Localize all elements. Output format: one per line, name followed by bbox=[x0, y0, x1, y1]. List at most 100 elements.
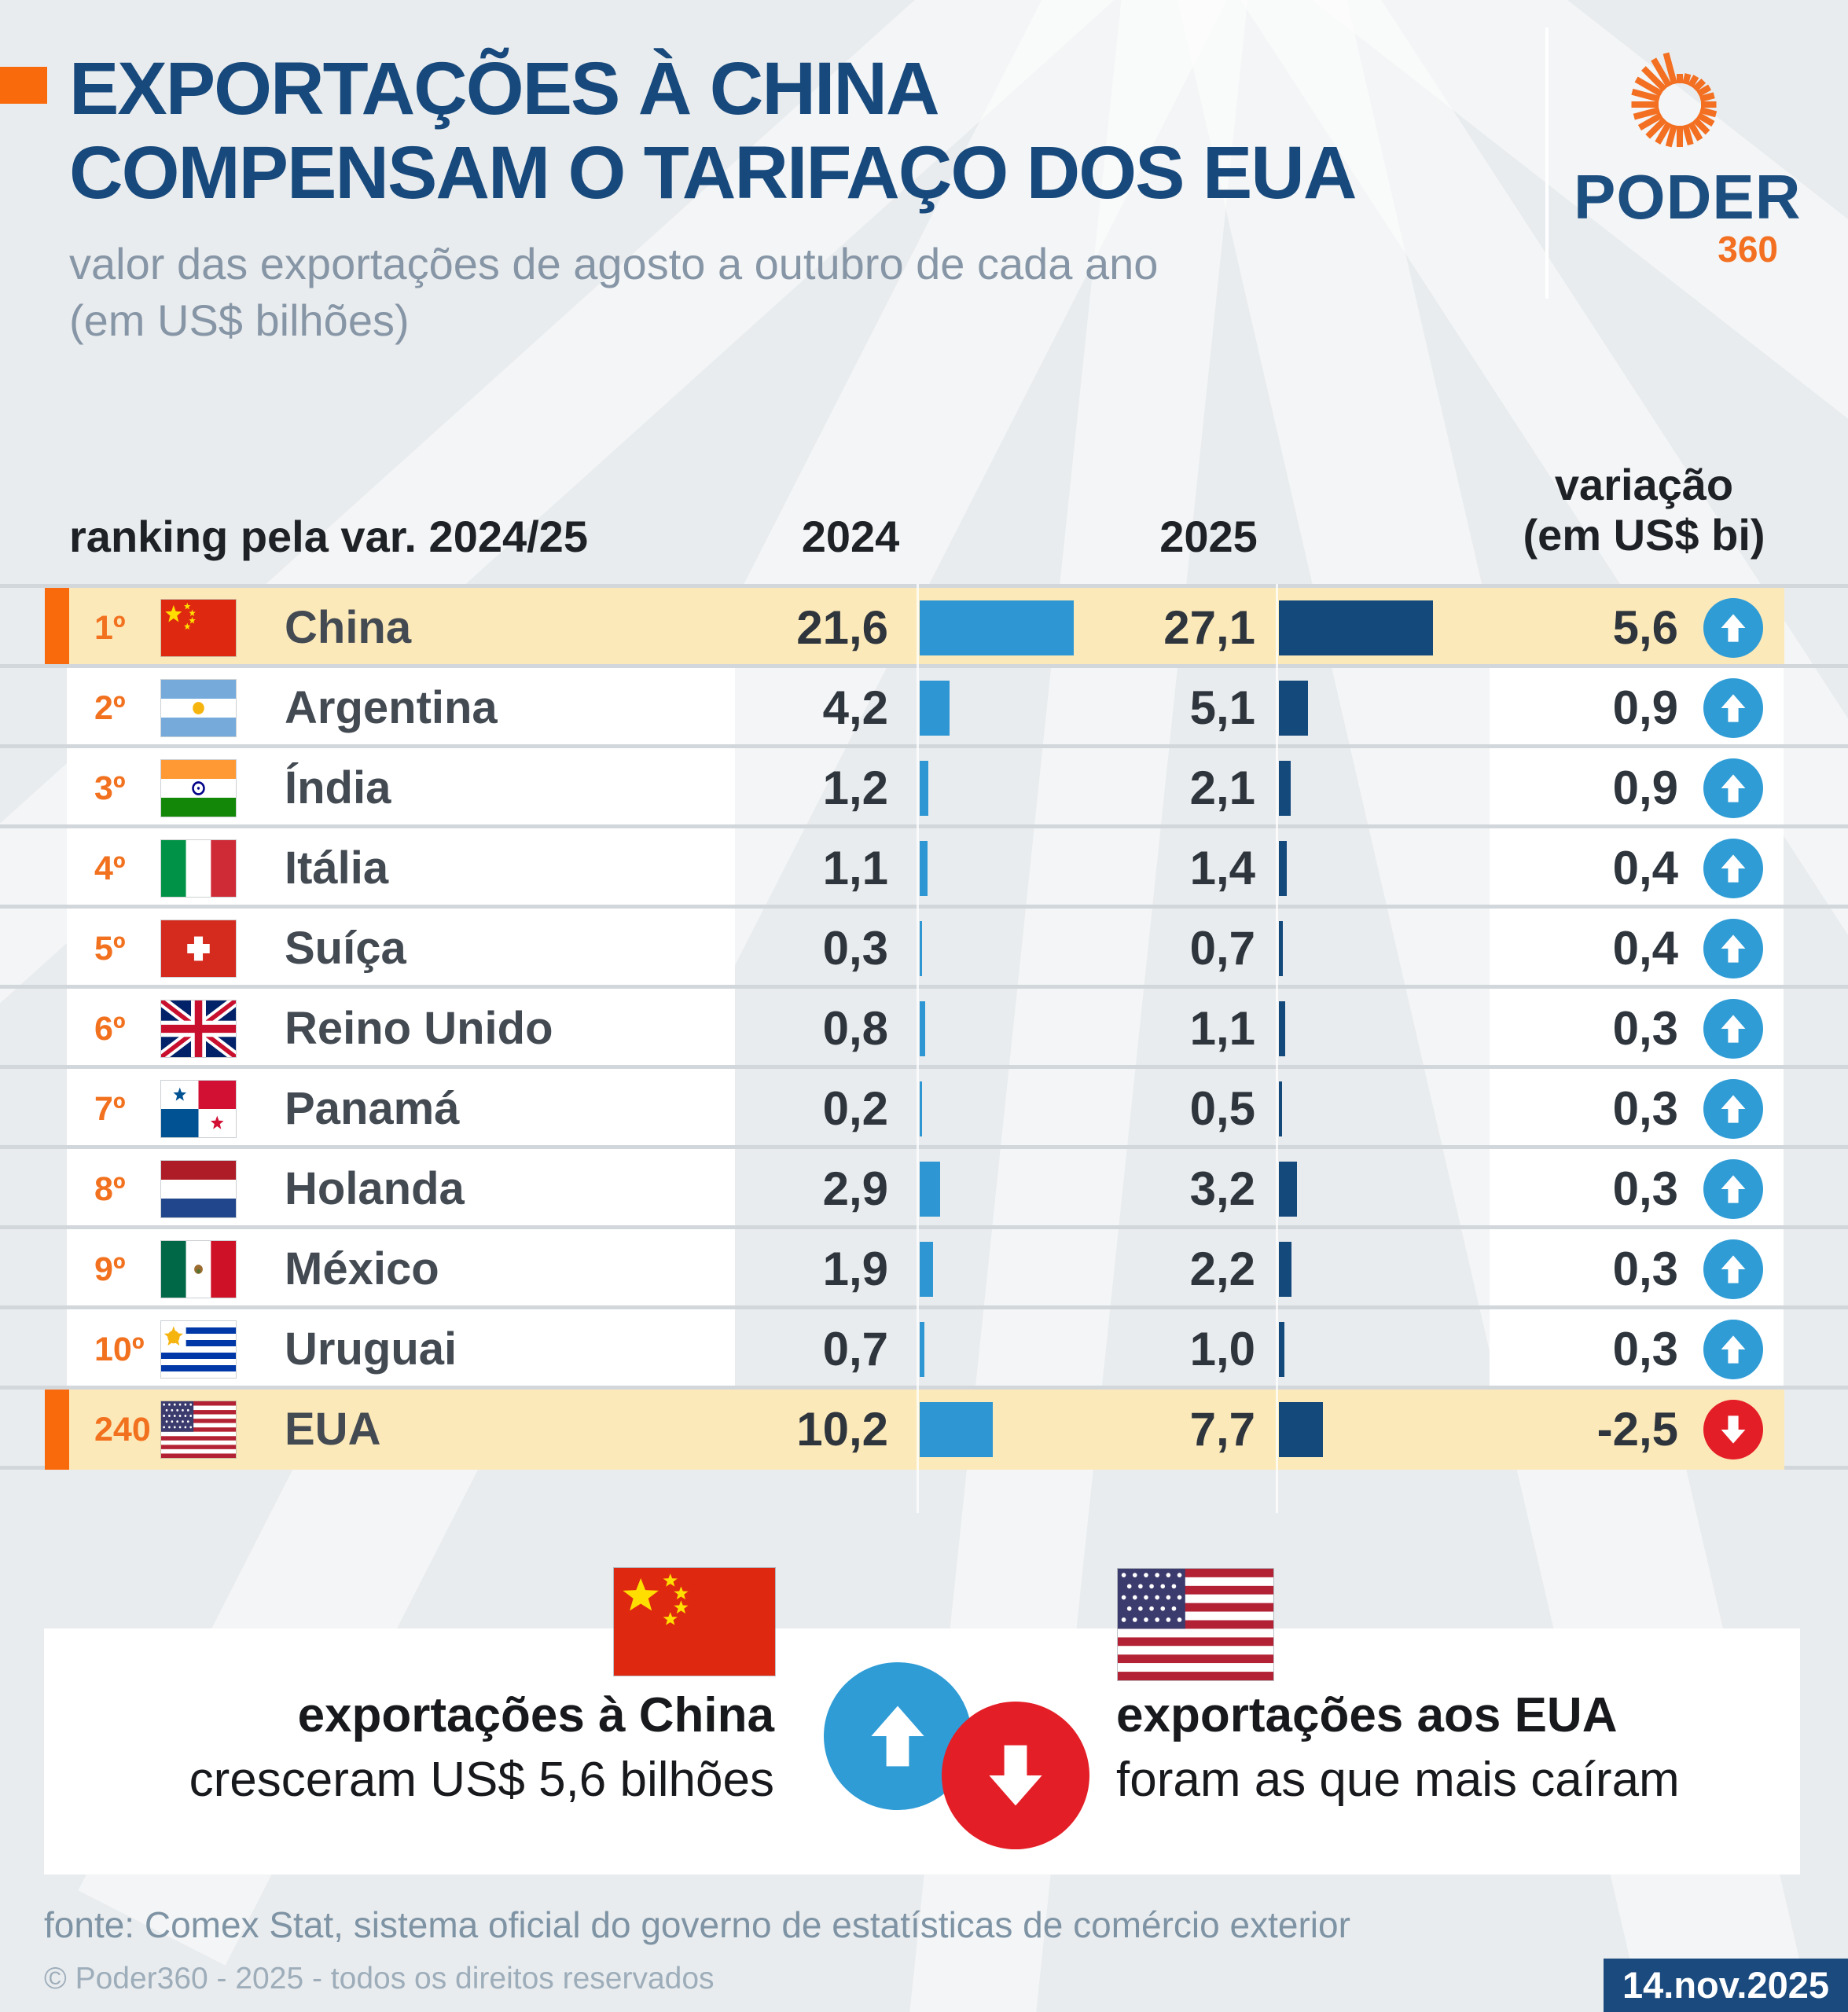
row-country: Suíça bbox=[285, 923, 406, 974]
legend-right-line1: exportações aos EUA bbox=[1116, 1688, 1618, 1742]
row-country: China bbox=[285, 602, 412, 653]
row-rank: 10º bbox=[94, 1331, 145, 1368]
row-value-2025: 3,2 bbox=[1189, 1162, 1255, 1215]
flag-argentina-icon bbox=[160, 679, 237, 737]
column-header-ranking: ranking pela var. 2024/25 bbox=[69, 512, 588, 561]
row-rank: 6º bbox=[94, 1010, 126, 1048]
row-variation-arrow-icon bbox=[1703, 1159, 1763, 1219]
column-header-2024: 2024 bbox=[801, 512, 900, 561]
row-variation-arrow-icon bbox=[1703, 598, 1763, 658]
arrow-down-icon bbox=[942, 1702, 1089, 1849]
bar-baseline-2025 bbox=[1276, 584, 1278, 1513]
row-bar-2025 bbox=[1279, 761, 1291, 816]
row-variation-arrow-icon bbox=[1703, 1239, 1763, 1299]
flag-mexico-icon bbox=[160, 1240, 237, 1298]
row-bar-2024 bbox=[920, 1081, 922, 1136]
source-note: fonte: Comex Stat, sistema oficial do go… bbox=[44, 1904, 1350, 1945]
row-country: Panamá bbox=[285, 1083, 460, 1134]
table-row: 4º Itália 1,1 1,4 0,4 bbox=[0, 824, 1848, 909]
row-bar-2025 bbox=[1279, 841, 1287, 896]
title-line-2: COMPENSAM O TARIFAÇO DOS EUA bbox=[69, 131, 1357, 215]
row-value-2024: 0,8 bbox=[822, 1002, 888, 1055]
flag-reino-unido-icon bbox=[160, 1000, 237, 1058]
row-rank: 9º bbox=[94, 1250, 126, 1288]
logo-divider bbox=[1545, 28, 1549, 299]
table-row: 9º México 1,9 2,2 0,3 bbox=[0, 1225, 1848, 1309]
row-rank: 7º bbox=[94, 1090, 126, 1128]
row-variation-value: 0,4 bbox=[1612, 922, 1678, 975]
row-bar-2024 bbox=[920, 921, 922, 976]
logo-wordmark: PODER bbox=[1574, 162, 1802, 232]
flag-holanda-icon bbox=[160, 1160, 237, 1218]
row-value-2024: 1,2 bbox=[822, 762, 888, 814]
row-value-2025: 7,7 bbox=[1189, 1403, 1255, 1456]
row-country: México bbox=[285, 1243, 439, 1294]
subtitle-line-2: (em US$ bilhões) bbox=[69, 295, 410, 345]
row-bar-2025 bbox=[1279, 1322, 1284, 1377]
subtitle-line-1: valor das exportações de agosto a outubr… bbox=[69, 239, 1159, 288]
table-row: 240 EUA 10,2 7,7 -2,5 bbox=[0, 1386, 1848, 1470]
row-value-2024: 0,3 bbox=[822, 922, 888, 975]
table-row: 3º Índia 1,2 2,1 0,9 bbox=[0, 744, 1848, 828]
row-accent-bar bbox=[45, 1390, 69, 1470]
row-variation-arrow-icon bbox=[1703, 999, 1763, 1059]
row-variation-arrow-icon bbox=[1703, 1079, 1763, 1139]
row-bar-2025 bbox=[1279, 1402, 1323, 1457]
row-bar-2024 bbox=[920, 1402, 993, 1457]
row-country: Itália bbox=[285, 843, 389, 894]
row-value-2025: 0,5 bbox=[1189, 1082, 1255, 1135]
row-bar-2024 bbox=[920, 1001, 925, 1056]
flag-eua-icon bbox=[1117, 1568, 1274, 1681]
row-value-2024: 1,1 bbox=[822, 842, 888, 894]
row-variation-arrow-icon bbox=[1703, 839, 1763, 898]
row-country: Reino Unido bbox=[285, 1003, 553, 1054]
date-badge: 14.nov.2025 bbox=[1604, 1959, 1848, 2012]
row-bar-2024 bbox=[920, 841, 928, 896]
row-value-2024: 0,7 bbox=[822, 1323, 888, 1375]
row-bar-2024 bbox=[920, 1162, 940, 1217]
row-rank: 4º bbox=[94, 850, 126, 887]
row-bar-2024 bbox=[920, 600, 1074, 655]
legend-right-text: exportações aos EUA foram as que mais ca… bbox=[1116, 1683, 1824, 1812]
row-variation-value: 0,3 bbox=[1612, 1323, 1678, 1375]
row-bar-2025 bbox=[1279, 1081, 1282, 1136]
row-variation-value: -2,5 bbox=[1596, 1403, 1678, 1456]
row-variation-arrow-icon bbox=[1703, 758, 1763, 818]
table-row: 7º Panamá 0,2 0,5 0,3 bbox=[0, 1065, 1848, 1149]
flag-india-icon bbox=[160, 759, 237, 817]
row-variation-value: 5,6 bbox=[1612, 601, 1678, 654]
row-rank: 1º bbox=[94, 609, 126, 647]
page-title: EXPORTAÇÕES À CHINA COMPENSAM O TARIFAÇO… bbox=[69, 47, 1357, 216]
accent-square bbox=[0, 67, 47, 104]
row-value-2025: 1,4 bbox=[1189, 842, 1255, 894]
row-value-2024: 10,2 bbox=[796, 1403, 888, 1456]
column-header-variation: variação (em US$ bi) bbox=[1488, 460, 1800, 560]
row-value-2025: 2,1 bbox=[1189, 762, 1255, 814]
ranking-table: 1º China 21,6 27,1 5,6 2º Argentina 4,2 … bbox=[0, 584, 1848, 1513]
row-variation-value: 0,3 bbox=[1612, 1002, 1678, 1055]
row-bar-2024 bbox=[920, 1242, 933, 1297]
legend-left-line1: exportações à China bbox=[297, 1688, 774, 1742]
row-value-2025: 5,1 bbox=[1189, 681, 1255, 734]
row-variation-value: 0,3 bbox=[1612, 1082, 1678, 1135]
row-variation-arrow-icon bbox=[1703, 919, 1763, 978]
row-value-2024: 4,2 bbox=[822, 681, 888, 734]
row-country: EUA bbox=[285, 1404, 381, 1455]
row-country: Uruguai bbox=[285, 1324, 457, 1375]
row-rank: 2º bbox=[94, 689, 126, 727]
flag-china-icon bbox=[613, 1567, 776, 1676]
row-bar-2025 bbox=[1279, 1162, 1297, 1217]
row-bar-2025 bbox=[1279, 921, 1283, 976]
poder360-sunburst-icon bbox=[1621, 46, 1739, 163]
row-bar-2025 bbox=[1279, 681, 1308, 736]
row-country: Holanda bbox=[285, 1163, 465, 1214]
row-variation-value: 0,9 bbox=[1612, 681, 1678, 734]
row-accent-bar bbox=[45, 588, 69, 668]
table-row: 2º Argentina 4,2 5,1 0,9 bbox=[0, 664, 1848, 748]
legend-left-line2: cresceram US$ 5,6 bilhões bbox=[189, 1752, 774, 1807]
row-variation-arrow-icon bbox=[1703, 678, 1763, 738]
flag-eua-icon bbox=[160, 1401, 237, 1459]
row-bar-2025 bbox=[1279, 600, 1433, 655]
row-value-2024: 0,2 bbox=[822, 1082, 888, 1135]
